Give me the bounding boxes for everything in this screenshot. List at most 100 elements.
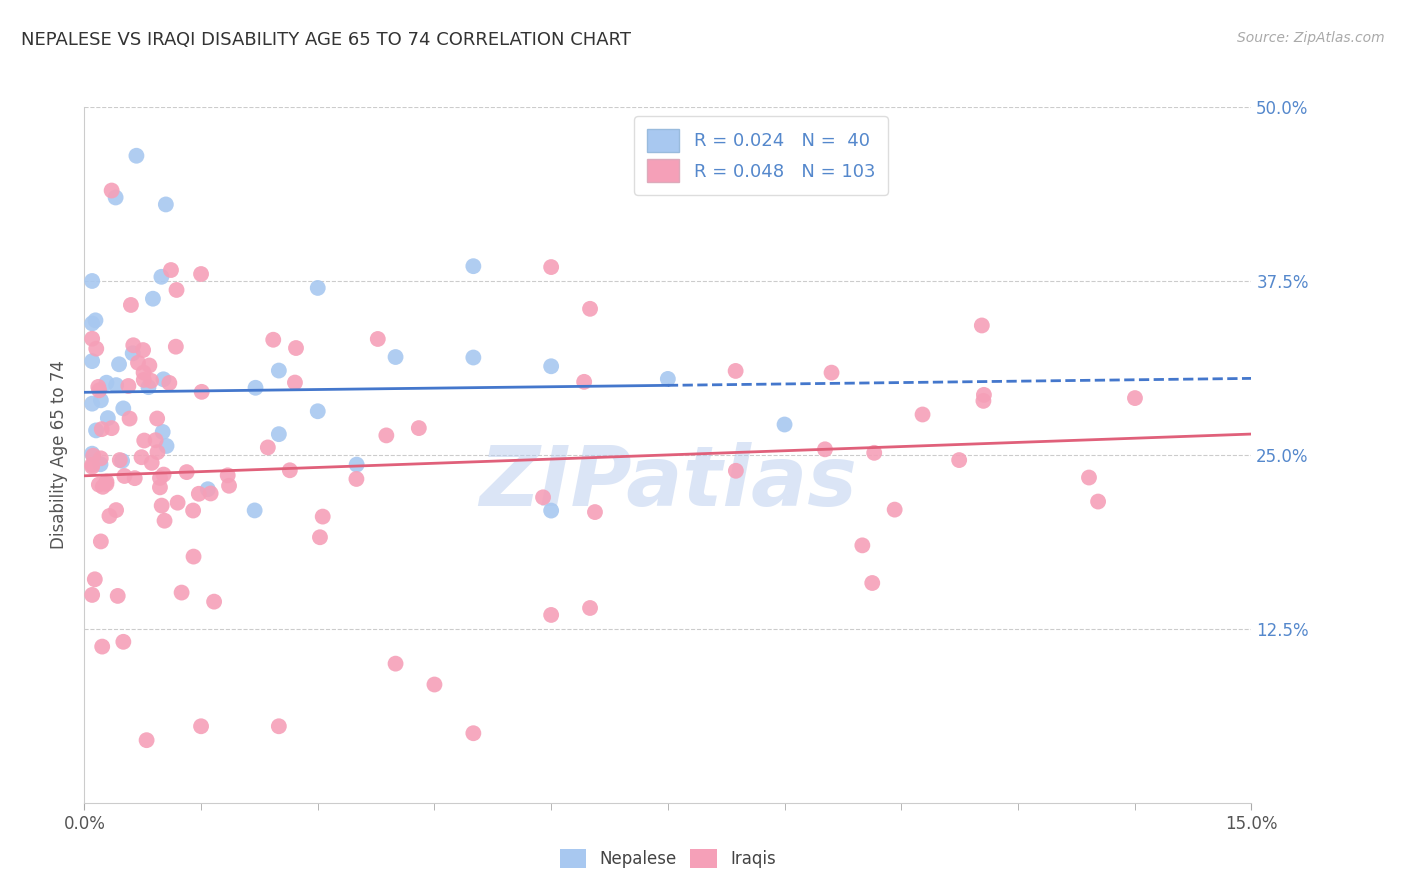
Point (312, 509, 335, 524)
Point (972, 393, 994, 408)
Point (540, 503, 562, 517)
Point (82, 397, 104, 411)
Point (463, 351, 485, 365)
Point (84, 424, 107, 438)
Point (217, 468, 239, 483)
Point (657, 372, 679, 386)
Point (107, 589, 129, 603)
Point (82, 459, 104, 474)
Point (202, 594, 225, 608)
Point (284, 376, 307, 390)
Text: ZIPatlas: ZIPatlas (479, 442, 856, 524)
Point (82, 588, 104, 602)
Point (1087, 494, 1109, 508)
Point (572, 375, 595, 389)
Point (150, 499, 173, 513)
Point (90, 534, 112, 549)
Point (157, 376, 180, 390)
Point (121, 346, 143, 360)
Point (181, 503, 204, 517)
Point (309, 530, 332, 544)
Point (82, 274, 104, 288)
Point (82, 447, 104, 461)
Point (160, 263, 183, 277)
Point (83, 572, 105, 586)
Point (531, 491, 554, 505)
Point (82, 458, 104, 472)
Point (155, 197, 177, 211)
Point (346, 472, 368, 486)
Point (132, 373, 155, 387)
Point (256, 441, 278, 455)
Point (267, 719, 290, 733)
Point (96, 475, 118, 489)
Point (90, 451, 112, 466)
Point (82, 449, 104, 463)
Point (87, 380, 110, 394)
Point (375, 428, 398, 442)
Point (166, 496, 188, 510)
Point (724, 364, 747, 378)
Point (122, 338, 145, 352)
Point (84, 313, 107, 327)
Point (152, 372, 174, 386)
Point (120, 298, 142, 312)
Point (104, 190, 127, 204)
Point (97, 411, 120, 425)
Point (125, 149, 148, 163)
Point (218, 479, 240, 493)
Point (973, 388, 995, 402)
Point (583, 505, 606, 519)
Point (118, 411, 141, 425)
Point (91, 640, 114, 654)
Point (149, 480, 172, 494)
Text: NEPALESE VS IRAQI DISABILITY AGE 65 TO 74 CORRELATION CHART: NEPALESE VS IRAQI DISABILITY AGE 65 TO 7… (21, 31, 631, 49)
Point (89, 457, 111, 471)
Point (127, 356, 149, 370)
Point (170, 585, 193, 599)
Point (166, 283, 188, 297)
Point (138, 380, 160, 394)
Point (87, 477, 110, 491)
Point (117, 379, 139, 393)
Point (200, 486, 222, 500)
Point (267, 363, 290, 377)
Point (285, 341, 308, 355)
Point (132, 366, 155, 380)
Point (146, 411, 169, 425)
Point (307, 281, 329, 295)
Point (90, 393, 112, 408)
Point (245, 381, 267, 395)
Point (96, 376, 118, 390)
Point (152, 425, 174, 439)
Point (384, 350, 406, 364)
Point (89, 384, 111, 398)
Point (134, 434, 156, 448)
Point (141, 456, 163, 470)
Point (262, 333, 284, 347)
Point (82, 332, 104, 346)
Point (111, 454, 134, 468)
Point (98, 508, 121, 523)
Point (190, 267, 212, 281)
Point (911, 408, 934, 422)
Point (112, 635, 135, 649)
Point (346, 458, 368, 472)
Point (105, 503, 128, 517)
Point (112, 401, 135, 416)
Point (138, 359, 160, 373)
Point (187, 487, 209, 501)
Point (307, 404, 329, 418)
Text: Source: ZipAtlas.com: Source: ZipAtlas.com (1237, 31, 1385, 45)
Point (408, 421, 430, 435)
Point (139, 374, 162, 388)
Point (863, 446, 886, 460)
Point (84, 342, 107, 356)
Point (243, 503, 266, 517)
Point (183, 549, 205, 564)
Point (96, 477, 118, 491)
Point (124, 471, 146, 485)
Point (820, 366, 842, 380)
Point (176, 465, 198, 479)
Point (82, 354, 104, 368)
